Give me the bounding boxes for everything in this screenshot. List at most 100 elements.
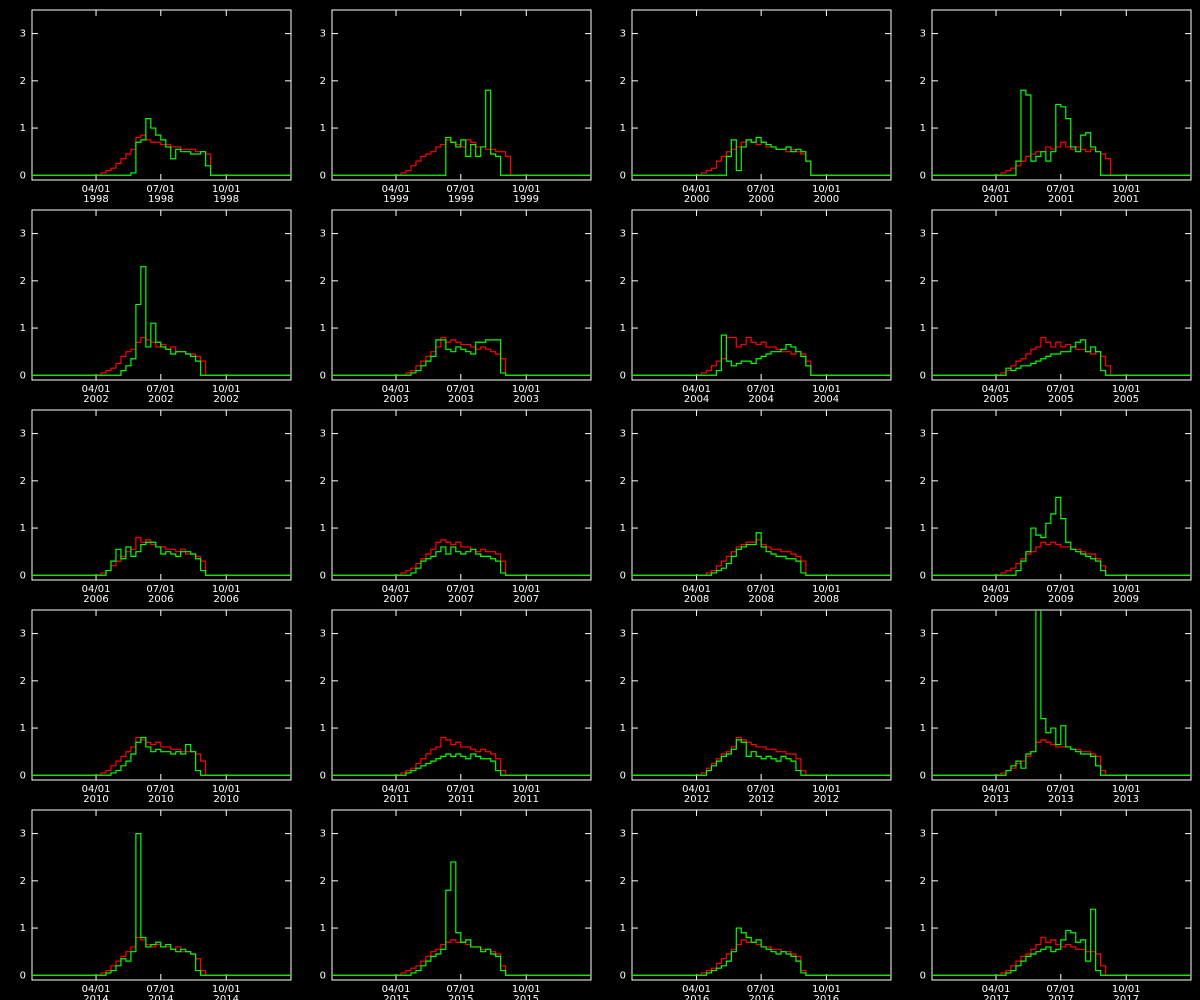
x-tick-label: 07/01: [446, 584, 475, 595]
x-tick-label: 2003: [448, 394, 473, 405]
y-tick-label: 2: [320, 476, 326, 487]
x-tick-label: 07/01: [747, 984, 776, 995]
x-tick-label: 07/01: [1046, 184, 1075, 195]
plot-frame: [331, 809, 592, 981]
y-tick-label: 1: [920, 523, 926, 534]
y-tick-label: 3: [620, 429, 626, 440]
x-tick-label: 10/01: [1112, 184, 1141, 195]
plot-frame: [331, 609, 592, 781]
y-tick-label: 1: [920, 123, 926, 134]
x-tick-label: 07/01: [1046, 384, 1075, 395]
series-line: [332, 736, 591, 776]
y-tick-label: 3: [620, 29, 626, 40]
series-line: [632, 334, 891, 376]
series-line: [932, 496, 1191, 576]
y-tick-label: 2: [620, 476, 626, 487]
plot-frame: [31, 9, 292, 181]
series-line: [332, 861, 591, 976]
x-tick-label: 04/01: [382, 784, 411, 795]
x-tick-label: 2017: [1114, 994, 1139, 1000]
y-tick-label: 0: [620, 570, 626, 581]
y-tick-label: 0: [620, 170, 626, 181]
y-tick-label: 1: [620, 323, 626, 334]
x-tick-label: 07/01: [146, 984, 175, 995]
x-tick-label: 2011: [514, 794, 539, 805]
x-tick-label: 04/01: [982, 984, 1011, 995]
x-tick-label: 2015: [448, 994, 473, 1000]
x-tick-label: 10/01: [512, 384, 541, 395]
x-tick-label: 2002: [214, 394, 239, 405]
x-tick-label: 2015: [514, 994, 539, 1000]
x-tick-label: 2007: [383, 594, 408, 605]
x-tick-label: 2000: [814, 194, 839, 205]
x-tick-label: 07/01: [747, 184, 776, 195]
x-tick-label: 2003: [514, 394, 539, 405]
plot-frame: [31, 809, 292, 981]
x-tick-label: 04/01: [82, 584, 111, 595]
x-tick-label: 07/01: [146, 784, 175, 795]
y-tick-label: 3: [320, 29, 326, 40]
x-tick-label: 04/01: [682, 584, 711, 595]
plot-frame: [931, 609, 1192, 781]
x-tick-label: 04/01: [82, 384, 111, 395]
y-tick-label: 1: [620, 723, 626, 734]
plot-frame: [931, 209, 1192, 381]
x-tick-label: 04/01: [382, 184, 411, 195]
x-tick-label: 10/01: [1112, 584, 1141, 595]
x-tick-label: 10/01: [212, 584, 241, 595]
x-tick-label: 10/01: [1112, 784, 1141, 795]
x-tick-label: 10/01: [812, 584, 841, 595]
x-tick-label: 2013: [1114, 794, 1139, 805]
x-tick-label: 2012: [814, 794, 839, 805]
series-line: [632, 136, 891, 176]
x-tick-label: 04/01: [682, 384, 711, 395]
y-tick-label: 1: [620, 123, 626, 134]
y-tick-label: 3: [920, 29, 926, 40]
series-line: [632, 139, 891, 176]
x-tick-label: 2012: [684, 794, 709, 805]
y-tick-label: 0: [320, 370, 326, 381]
y-tick-label: 3: [20, 629, 26, 640]
x-tick-label: 07/01: [446, 384, 475, 395]
x-tick-label: 04/01: [682, 784, 711, 795]
x-tick-label: 2004: [684, 394, 709, 405]
x-tick-label: 07/01: [1046, 584, 1075, 595]
x-tick-label: 2010: [214, 794, 239, 805]
y-tick-label: 1: [20, 523, 26, 534]
x-tick-label: 2006: [148, 594, 173, 605]
x-tick-label: 07/01: [146, 184, 175, 195]
x-tick-label: 2017: [983, 994, 1008, 1000]
y-tick-label: 0: [20, 770, 26, 781]
x-tick-label: 2004: [748, 394, 773, 405]
y-tick-label: 1: [20, 323, 26, 334]
y-tick-label: 0: [20, 370, 26, 381]
series-line: [632, 927, 891, 976]
plot-frame: [31, 609, 292, 781]
x-tick-label: 2010: [83, 794, 108, 805]
x-tick-label: 2008: [684, 594, 709, 605]
series-line: [32, 536, 291, 576]
y-tick-label: 0: [320, 570, 326, 581]
x-tick-label: 2013: [983, 794, 1008, 805]
x-tick-label: 2012: [748, 794, 773, 805]
x-tick-label: 2003: [383, 394, 408, 405]
x-tick-label: 2007: [448, 594, 473, 605]
series-line: [332, 339, 591, 376]
x-tick-label: 2015: [383, 994, 408, 1000]
y-tick-label: 0: [920, 970, 926, 981]
x-tick-label: 2017: [1048, 994, 1073, 1000]
y-tick-label: 2: [320, 876, 326, 887]
x-tick-label: 2002: [148, 394, 173, 405]
x-tick-label: 10/01: [812, 784, 841, 795]
series-line: [932, 739, 1191, 776]
y-tick-label: 3: [920, 429, 926, 440]
